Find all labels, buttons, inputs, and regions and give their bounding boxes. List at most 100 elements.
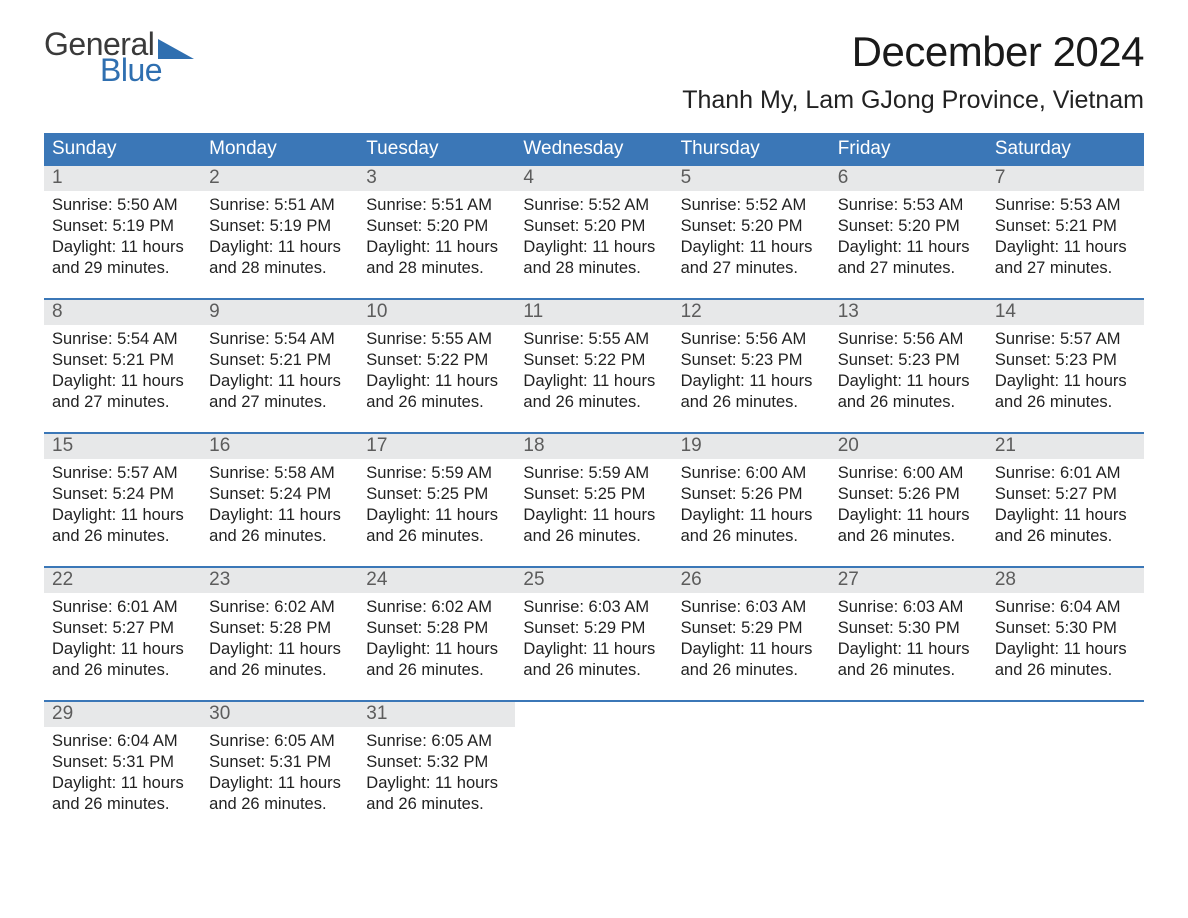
cell-dl1: Daylight: 11 hours [52, 639, 193, 660]
cell-sunset: Sunset: 5:26 PM [681, 484, 822, 505]
daynum-bar: 25 [515, 568, 672, 593]
daynum-bar: 1 [44, 166, 201, 191]
daynum-bar: 12 [673, 300, 830, 325]
cell-dl1: Daylight: 11 hours [366, 773, 507, 794]
cell-dl2: and 27 minutes. [995, 258, 1136, 279]
daynum-bar: 15 [44, 434, 201, 459]
cell-sunset: Sunset: 5:28 PM [209, 618, 350, 639]
daynum-bar: 14 [987, 300, 1144, 325]
calendar-cell: 24Sunrise: 6:02 AMSunset: 5:28 PMDayligh… [358, 568, 515, 696]
cell-sunset: Sunset: 5:22 PM [523, 350, 664, 371]
cell-dl2: and 26 minutes. [995, 526, 1136, 547]
dayhdr-sat: Saturday [987, 133, 1144, 166]
cell-sunset: Sunset: 5:21 PM [995, 216, 1136, 237]
cell-dl2: and 27 minutes. [209, 392, 350, 413]
cell-body: Sunrise: 6:05 AMSunset: 5:32 PMDaylight:… [358, 727, 515, 823]
daynum-bar: 6 [830, 166, 987, 191]
cell-dl2: and 27 minutes. [681, 258, 822, 279]
cell-sunset: Sunset: 5:23 PM [838, 350, 979, 371]
cell-body: Sunrise: 6:00 AMSunset: 5:26 PMDaylight:… [830, 459, 987, 555]
cell-sunrise: Sunrise: 5:55 AM [523, 329, 664, 350]
cell-sunset: Sunset: 5:31 PM [52, 752, 193, 773]
cell-sunrise: Sunrise: 6:03 AM [681, 597, 822, 618]
cell-sunrise: Sunrise: 5:57 AM [995, 329, 1136, 350]
calendar-cell: 17 Sunrise: 5:59 AMSunset: 5:25 PMDayligh… [358, 434, 515, 562]
cell-sunset: Sunset: 5:29 PM [681, 618, 822, 639]
cell-body: Sunrise: 6:04 AMSunset: 5:31 PMDaylight:… [44, 727, 201, 823]
cell-body: Sunrise: 6:04 AMSunset: 5:30 PMDaylight:… [987, 593, 1144, 689]
cell-dl2: and 29 minutes. [52, 258, 193, 279]
dayhdr-tue: Tuesday [358, 133, 515, 166]
cell-dl2: and 28 minutes. [209, 258, 350, 279]
cell-sunrise: Sunrise: 5:59 AM [523, 463, 664, 484]
cell-body: Sunrise: 5:52 AMSunset: 5:20 PMDaylight:… [515, 191, 672, 287]
calendar-cell: 1Sunrise: 5:50 AMSunset: 5:19 PMDaylight… [44, 166, 201, 294]
cell-sunrise: Sunrise: 6:03 AM [523, 597, 664, 618]
dayhdr-fri: Friday [830, 133, 987, 166]
title-block: December 2024 Thanh My, Lam GJong Provin… [682, 28, 1144, 127]
cell-dl2: and 26 minutes. [838, 660, 979, 681]
cell-sunrise: Sunrise: 6:04 AM [52, 731, 193, 752]
cell-body: Sunrise: 5:51 AMSunset: 5:20 PMDaylight:… [358, 191, 515, 287]
cell-body: Sunrise: 6:03 AMSunset: 5:29 PMDaylight:… [673, 593, 830, 689]
cell-dl1: Daylight: 11 hours [52, 237, 193, 258]
cell-sunrise: Sunrise: 6:01 AM [52, 597, 193, 618]
calendar-cell: 8Sunrise: 5:54 AMSunset: 5:21 PMDaylight… [44, 300, 201, 428]
daynum-bar: 8 [44, 300, 201, 325]
cell-sunrise: Sunrise: 5:53 AM [838, 195, 979, 216]
cell-dl1: Daylight: 11 hours [995, 371, 1136, 392]
calendar-cell: 13Sunrise: 5:56 AMSunset: 5:23 PMDayligh… [830, 300, 987, 428]
calendar-cell [673, 702, 830, 830]
cell-sunset: Sunset: 5:20 PM [523, 216, 664, 237]
day-number: 16 [209, 435, 230, 456]
cell-dl2: and 26 minutes. [209, 660, 350, 681]
location-text: Thanh My, Lam GJong Province, Vietnam [682, 86, 1144, 115]
cell-dl2: and 26 minutes. [681, 660, 822, 681]
cell-sunset: Sunset: 5:24 PM [209, 484, 350, 505]
day-number: 18 [523, 435, 544, 456]
header: General Blue December 2024 Thanh My, Lam… [44, 28, 1144, 127]
cell-dl2: and 26 minutes. [366, 392, 507, 413]
day-number: 5 [681, 167, 692, 188]
cell-body: Sunrise: 5:51 AMSunset: 5:19 PMDaylight:… [201, 191, 358, 287]
day-number: 12 [681, 301, 702, 322]
cell-body: Sunrise: 6:00 AMSunset: 5:26 PMDaylight:… [673, 459, 830, 555]
calendar-cell: 14 Sunrise: 5:57 AMSunset: 5:23 PMDayligh… [987, 300, 1144, 428]
daynum-bar: 22 [44, 568, 201, 593]
cell-sunrise: Sunrise: 6:00 AM [838, 463, 979, 484]
cell-dl2: and 26 minutes. [681, 526, 822, 547]
daynum-bar: 17 [358, 434, 515, 459]
cell-sunset: Sunset: 5:23 PM [995, 350, 1136, 371]
cell-sunrise: Sunrise: 5:59 AM [366, 463, 507, 484]
cell-body: Sunrise: 5:53 AMSunset: 5:20 PMDaylight:… [830, 191, 987, 287]
cell-dl2: and 26 minutes. [52, 794, 193, 815]
month-title: December 2024 [682, 28, 1144, 76]
cell-sunset: Sunset: 5:21 PM [52, 350, 193, 371]
calendar-cell: 9Sunrise: 5:54 AMSunset: 5:21 PMDaylight… [201, 300, 358, 428]
calendar-cell: 16Sunrise: 5:58 AMSunset: 5:24 PMDayligh… [201, 434, 358, 562]
day-number: 17 [366, 435, 387, 456]
cell-sunrise: Sunrise: 6:01 AM [995, 463, 1136, 484]
day-number: 22 [52, 569, 73, 590]
day-number: 28 [995, 569, 1016, 590]
cell-dl2: and 26 minutes. [366, 526, 507, 547]
cell-sunset: Sunset: 5:27 PM [52, 618, 193, 639]
cell-body: Sunrise: 5:59 AMSunset: 5:25 PMDaylight:… [358, 459, 515, 555]
cell-body: Sunrise: 5:55 AMSunset: 5:22 PMDaylight:… [358, 325, 515, 421]
cell-sunrise: Sunrise: 6:03 AM [838, 597, 979, 618]
cell-sunset: Sunset: 5:30 PM [838, 618, 979, 639]
cell-dl1: Daylight: 11 hours [838, 505, 979, 526]
day-number: 6 [838, 167, 849, 188]
calendar-cell: 18Sunrise: 5:59 AMSunset: 5:25 PMDayligh… [515, 434, 672, 562]
day-number: 3 [366, 167, 377, 188]
cell-sunrise: Sunrise: 6:02 AM [209, 597, 350, 618]
cell-sunrise: Sunrise: 5:53 AM [995, 195, 1136, 216]
cell-body: Sunrise: 6:03 AMSunset: 5:29 PMDaylight:… [515, 593, 672, 689]
cell-sunrise: Sunrise: 6:05 AM [209, 731, 350, 752]
daynum-bar: 27 [830, 568, 987, 593]
day-number: 8 [52, 301, 63, 322]
daynum-bar: 30 [201, 702, 358, 727]
cell-dl2: and 26 minutes. [523, 392, 664, 413]
cell-sunrise: Sunrise: 6:04 AM [995, 597, 1136, 618]
daynum-bar: 18 [515, 434, 672, 459]
